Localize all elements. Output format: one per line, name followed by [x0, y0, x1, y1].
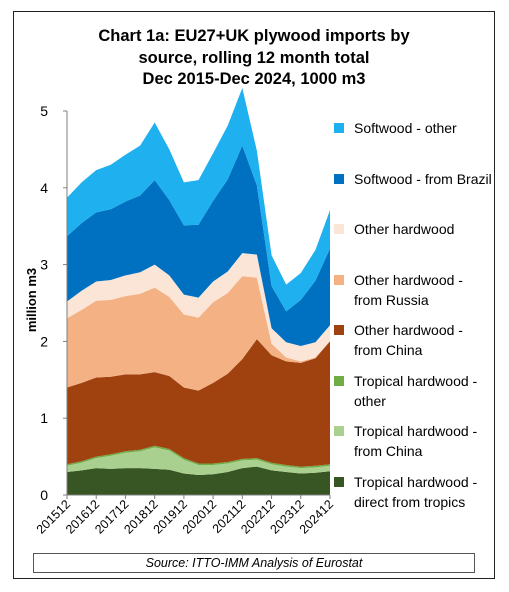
x-axis-ticks: 2015122016122017122018122019122020122021…	[34, 495, 336, 537]
area-series-7	[67, 88, 330, 312]
chart-areas	[67, 88, 330, 495]
legend-swatch	[334, 426, 344, 436]
y-tick-label: 0	[40, 487, 48, 503]
area-series-1	[67, 447, 330, 475]
y-tick-label: 4	[40, 180, 48, 196]
legend-swatch	[334, 325, 344, 335]
y-axis-title: million m3	[24, 268, 39, 332]
legend-label: Other hardwood - from China	[354, 322, 463, 358]
legend-label: Other hardwood - from Russia	[354, 271, 463, 308]
y-tick-label: 1	[40, 410, 48, 426]
legend-swatch	[334, 224, 344, 234]
legend-label: Softwood - from Brazil	[354, 170, 492, 187]
legend-swatch	[334, 274, 344, 285]
legend-label: Other hardwood	[354, 221, 455, 237]
chart-title-line-3: Dec 2015-Dec 2024, 1000 m3	[142, 70, 366, 88]
source-note: Source: ITTO-IMM Analysis of Eurostat	[33, 553, 475, 573]
y-tick-label: 2	[40, 333, 48, 349]
legend-label: Tropical hardwood - direct from tropics	[354, 473, 478, 510]
area-series-2	[67, 445, 330, 469]
legend-swatch	[334, 375, 344, 386]
legend-label: Tropical hardwood - other	[354, 372, 478, 409]
legend-swatch	[334, 476, 344, 487]
y-axis-ticks: 0 1 2 3 4 5	[40, 103, 67, 503]
chart-title-line-1: Chart 1a: EU27+UK plywood imports by	[98, 27, 410, 45]
y-tick-label: 3	[40, 257, 48, 273]
chart-title: Chart 1a: EU27+UK plywood imports by sou…	[13, 26, 495, 91]
y-tick-label: 5	[40, 103, 48, 119]
area-series-4	[67, 276, 330, 391]
legend-label: Softwood - other	[354, 120, 457, 136]
legend-label: Tropical hardwood - from China	[354, 423, 478, 459]
legend-swatch	[334, 123, 344, 133]
area-series-6	[67, 145, 330, 346]
area-series-0	[67, 466, 330, 495]
area-series-3	[67, 339, 330, 467]
chart-title-line-2: source, rolling 12 month total	[138, 48, 370, 67]
legend-swatch	[334, 173, 344, 184]
area-series-5	[67, 253, 330, 362]
